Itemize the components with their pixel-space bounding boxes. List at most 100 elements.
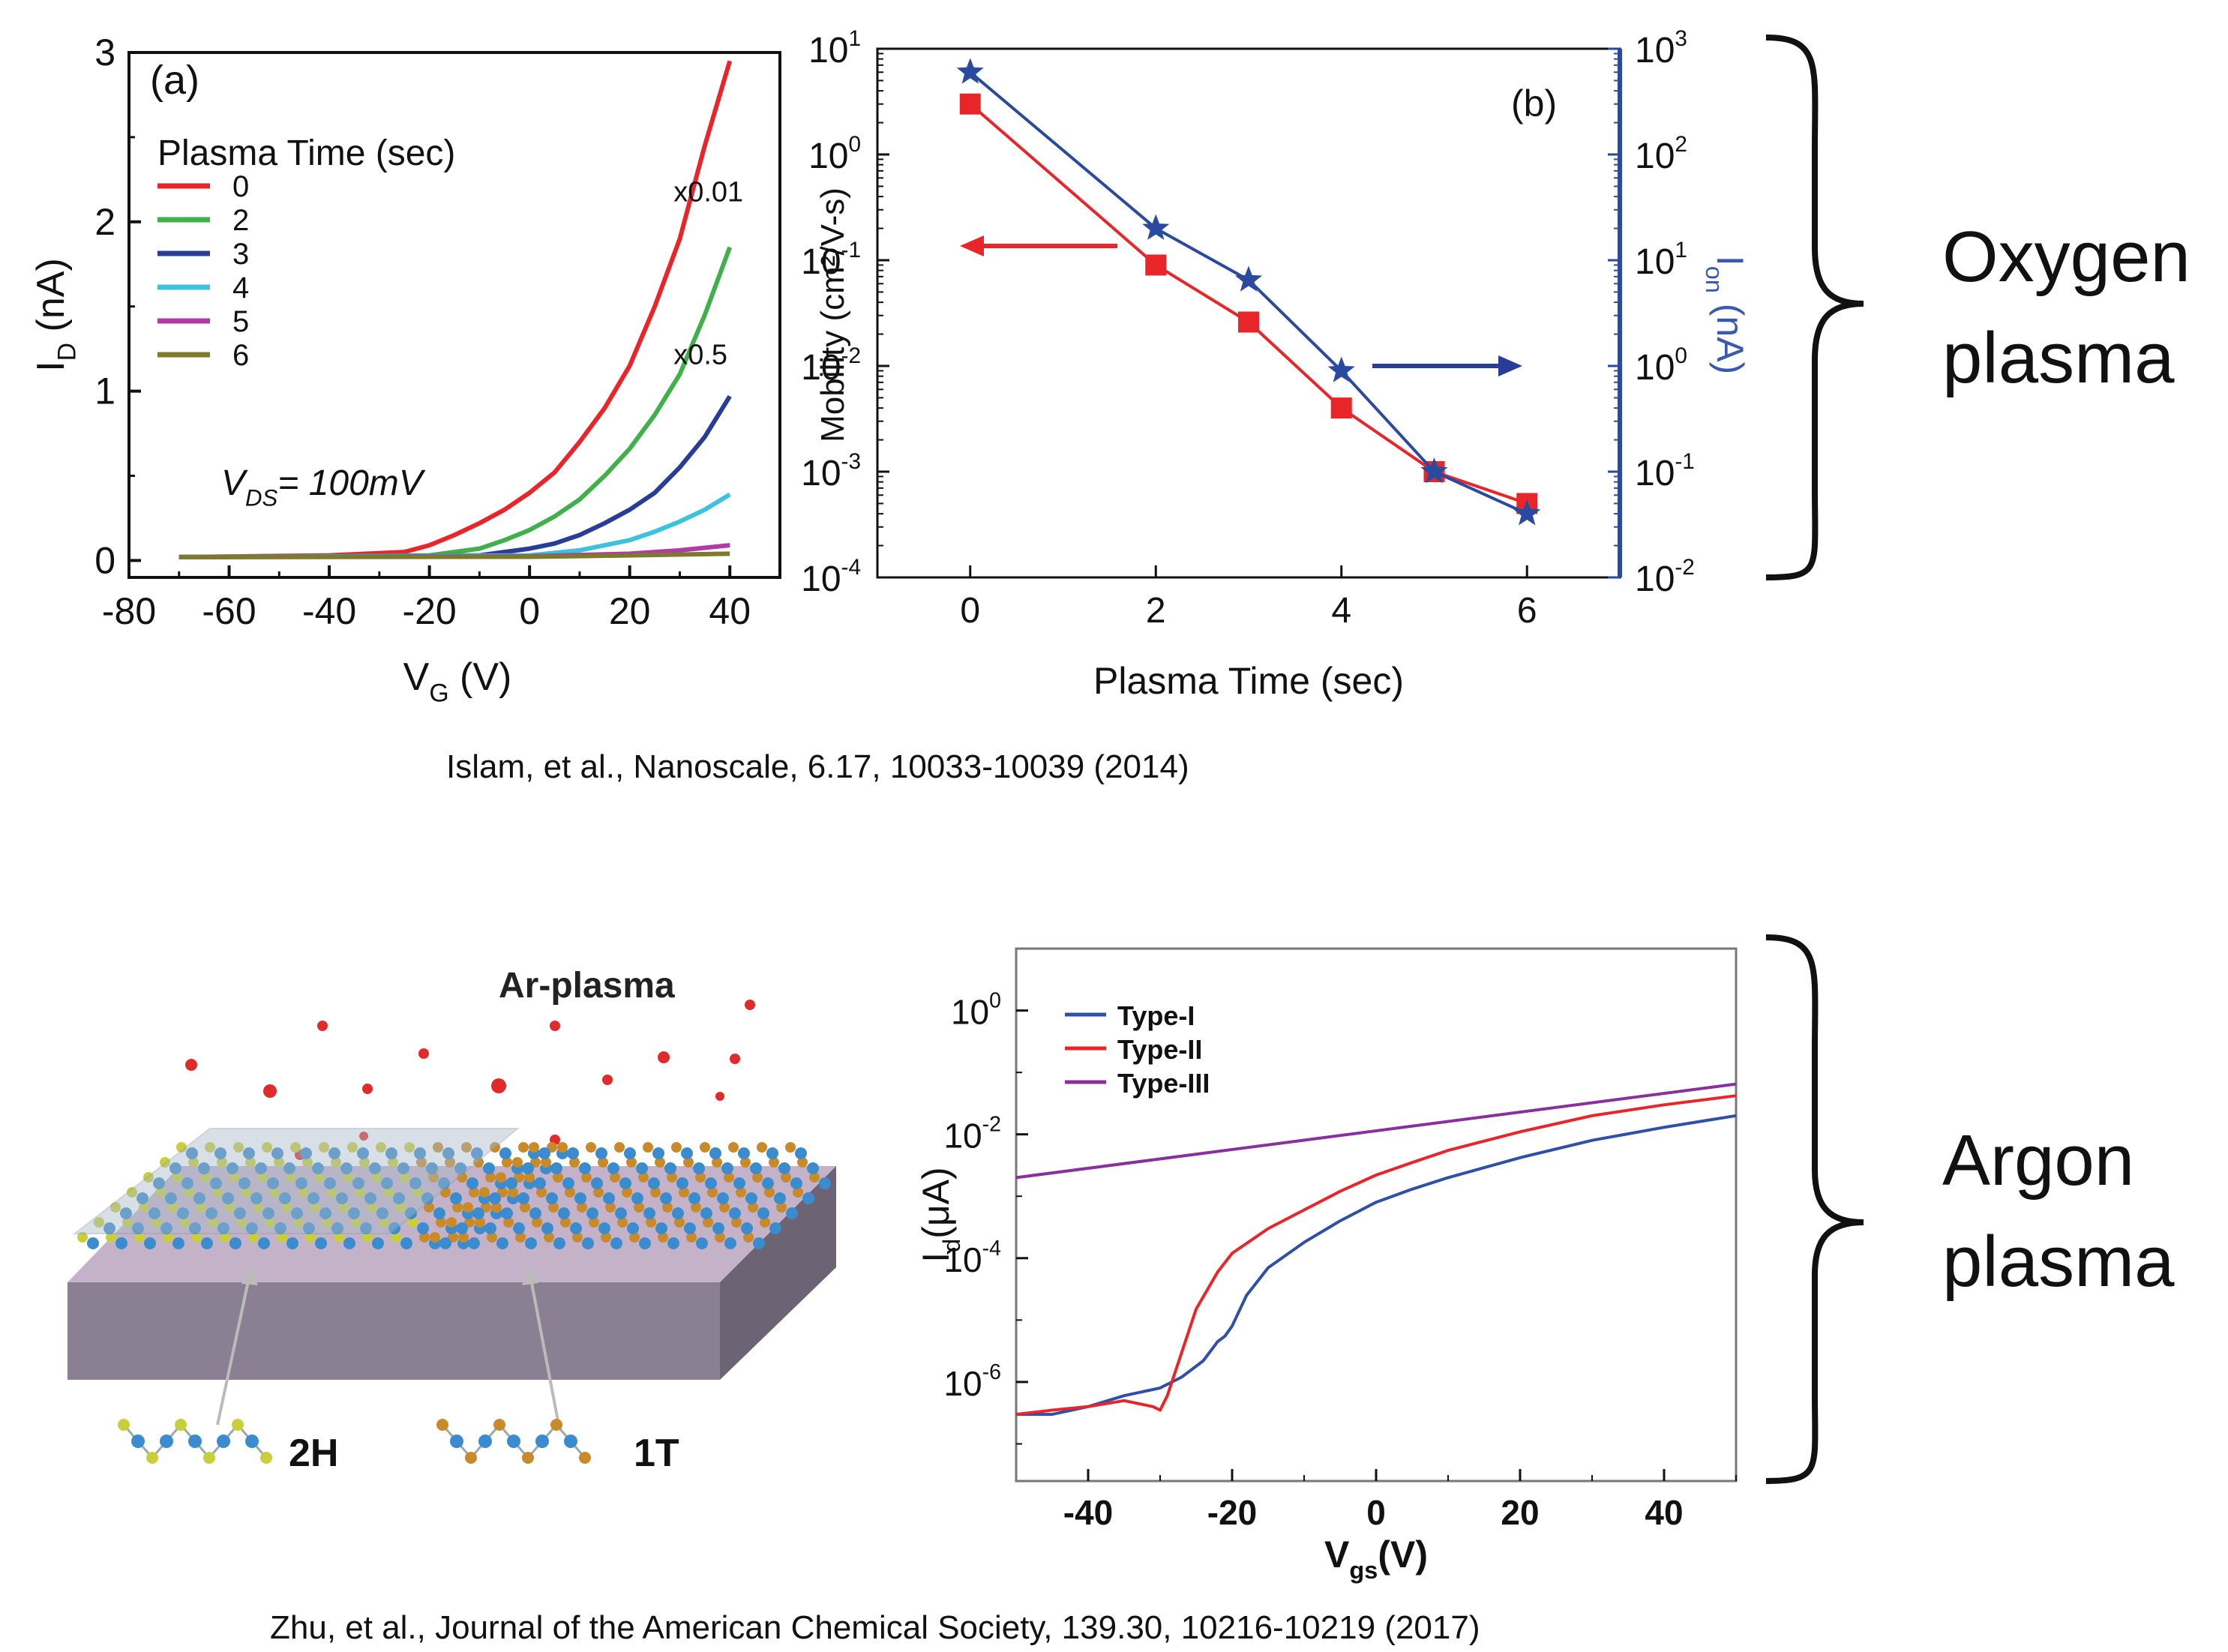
panel-c-legend-label: Type-II: [1117, 1034, 1202, 1065]
lattice-chalcogen-atom: [518, 1142, 529, 1153]
panel-c-y-axis-title: Id(μA): [915, 1167, 965, 1262]
panel-b-x-tick-label: 4: [1331, 591, 1351, 631]
lattice-chalcogen-atom: [143, 1172, 154, 1183]
lattice-chalcogen-atom: [314, 1172, 325, 1183]
lattice-metal-atom: [348, 1207, 360, 1219]
lattice-metal-atom-1t: [741, 1222, 753, 1234]
arrow-2h-head: [241, 1264, 258, 1285]
lattice-chalcogen-atom: [220, 1232, 230, 1243]
lattice-metal-atom: [352, 1177, 364, 1189]
oxygen-label-line2: plasma: [1942, 318, 2175, 398]
lattice-chalcogen-atom: [248, 1232, 259, 1243]
lattice-chalcogen-atom-1t: [719, 1202, 730, 1213]
lattice-metal-atom-1t: [579, 1162, 591, 1174]
lattice-chalcogen-atom: [473, 1157, 484, 1168]
lattice-metal-atom-1t: [724, 1237, 736, 1249]
lattice-metal-atom-1t: [786, 1207, 798, 1219]
lattice-metal-atom: [360, 1222, 372, 1234]
lattice-metal-atom-1t: [655, 1222, 667, 1234]
chain-1t-metal: [564, 1435, 577, 1448]
chain-1t-metal: [535, 1435, 549, 1448]
plasma-particle: [730, 1054, 740, 1064]
lattice-chalcogen-atom: [293, 1217, 304, 1228]
panel-a-legend-title: Plasma Time (sec): [157, 133, 455, 173]
substrate-side: [720, 1166, 836, 1380]
lattice-metal-atom-1t: [712, 1222, 724, 1234]
lattice-metal-atom-1t: [522, 1162, 534, 1174]
panel-a-series-3: [178, 394, 732, 559]
lattice-chalcogen-atom: [457, 1172, 467, 1183]
lattice-chalcogen-atom-1t: [748, 1202, 758, 1213]
lattice-metal-atom-1t: [681, 1147, 693, 1159]
chain-1t-atom: [465, 1452, 477, 1464]
lattice-metal-atom-1t: [648, 1177, 660, 1189]
lattice-chalcogen-atom-1t: [614, 1142, 625, 1153]
lattice-chalcogen-atom-1t: [728, 1142, 739, 1153]
lattice-chalcogen-atom-1t: [479, 1187, 490, 1198]
lattice-chalcogen-atom: [334, 1232, 344, 1243]
lattice-chalcogen-atom: [428, 1172, 439, 1183]
panel-b-mobility-point: [959, 93, 981, 115]
lattice-chalcogen-atom: [322, 1217, 332, 1228]
lattice-chalcogen-atom: [388, 1157, 398, 1168]
lattice-metal-atom-1t: [607, 1162, 619, 1174]
lattice-metal-atom: [483, 1162, 495, 1174]
plasma-particle: [185, 1059, 197, 1071]
lattice-chalcogen-atom-1t: [776, 1202, 787, 1213]
lattice-chalcogen-atom: [445, 1157, 455, 1168]
panel-b-x-tick-label: 0: [960, 591, 980, 631]
panel-a-legend-label-0: 0: [232, 170, 249, 203]
lattice-metal-atom: [315, 1237, 327, 1249]
chain-1t-metal: [478, 1435, 492, 1448]
panel-b-x-axis-title: Plasma Time (sec): [1093, 660, 1404, 702]
lattice-metal-atom: [177, 1207, 189, 1219]
lattice-chalcogen-atom: [407, 1217, 418, 1228]
chain-2h-atom: [203, 1452, 215, 1464]
plasma-particle: [602, 1075, 613, 1085]
lattice-metal-atom-1t: [456, 1222, 468, 1234]
lattice-metal-atom: [271, 1147, 283, 1159]
lattice-chalcogen-atom: [200, 1172, 211, 1183]
lattice-chalcogen-atom: [376, 1142, 386, 1153]
lattice-metal-atom-1t: [553, 1237, 565, 1249]
lattice-chalcogen-atom: [134, 1232, 145, 1243]
lattice-metal-atom: [364, 1192, 376, 1204]
panel-a-x-tick-label: 40: [709, 590, 751, 632]
lattice-chalcogen-atom: [277, 1232, 287, 1243]
panel-a-x-axis-title: VG (V): [403, 655, 512, 708]
lattice-chalcogen-atom-1t: [736, 1187, 746, 1198]
lattice-metal-atom: [172, 1237, 184, 1249]
lattice-chalcogen-atom-1t: [589, 1217, 599, 1228]
lattice-chalcogen-atom: [412, 1187, 422, 1198]
panel-c-x-axis-title: Vgs(V): [1324, 1534, 1428, 1584]
lattice-metal-atom-1t: [610, 1237, 622, 1249]
lattice-metal-atom: [214, 1147, 226, 1159]
chain-1t-metal: [507, 1435, 520, 1448]
lattice-metal-atom-1t: [529, 1207, 541, 1219]
arrow-1t: [527, 1267, 560, 1426]
lattice-metal-atom: [385, 1147, 397, 1159]
lattice-metal-atom: [255, 1162, 267, 1174]
plasma-particle: [362, 1084, 373, 1094]
lattice-metal-atom: [421, 1192, 433, 1204]
panel-c-series-type-i: [1016, 1114, 1737, 1417]
plasma-particle: [658, 1051, 670, 1063]
lattice-chalcogen-atom: [265, 1217, 275, 1228]
panel-a-x-tick-label: -60: [202, 590, 256, 632]
panel-c-y-tick-label: 10-6: [943, 1360, 1001, 1403]
panel-b-y-left-axis-title: Mobility (cm²/V-s): [814, 187, 851, 442]
lattice-chalcogen-atom-1t: [572, 1232, 583, 1243]
lattice-metal-atom: [417, 1222, 429, 1234]
lattice-metal-atom-1t: [717, 1192, 729, 1204]
lattice-chalcogen-atom: [122, 1217, 133, 1228]
lattice-metal-atom: [381, 1177, 393, 1189]
lattice-chalcogen-atom-1t: [503, 1217, 514, 1228]
argon-label-line2: plasma: [1942, 1222, 2175, 1302]
lattice-metal-atom-1t: [709, 1147, 721, 1159]
lattice-chalcogen-atom: [176, 1142, 187, 1153]
lattice-chalcogen-atom: [419, 1232, 430, 1243]
lattice-chalcogen-atom: [155, 1187, 166, 1198]
lattice-metal-atom: [250, 1192, 262, 1204]
panel-b-mobility-point: [1238, 311, 1259, 333]
lattice-chalcogen-atom-1t: [512, 1157, 523, 1168]
